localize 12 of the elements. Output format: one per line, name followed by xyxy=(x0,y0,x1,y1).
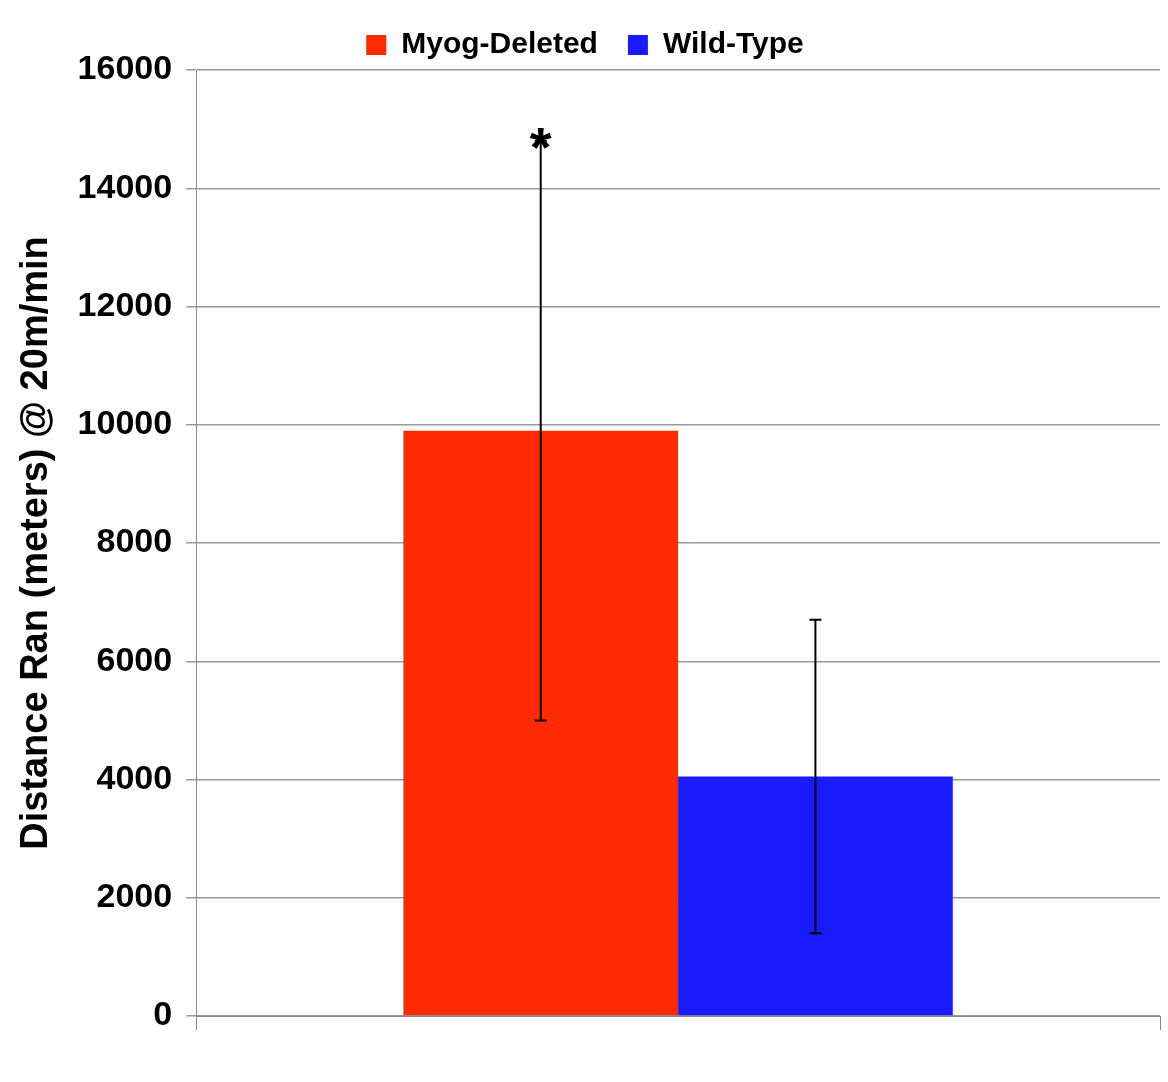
y-axis-title: Distance Ran (meters) @ 20m/min xyxy=(13,236,56,850)
y-tick-label: 16000 xyxy=(77,48,173,87)
y-tick-label: 12000 xyxy=(77,284,173,323)
y-tick-label: 8000 xyxy=(96,521,173,560)
y-tick-label: 2000 xyxy=(96,876,173,915)
y-tick-label: 14000 xyxy=(77,166,173,205)
legend-label: Wild-Type xyxy=(662,26,804,60)
legend-label: Myog-Deleted xyxy=(401,26,598,60)
y-tick-label: 0 xyxy=(153,994,173,1033)
y-tick-label: 4000 xyxy=(96,757,173,796)
y-tick-label: 6000 xyxy=(96,639,173,678)
y-tick-label: 10000 xyxy=(77,403,173,442)
